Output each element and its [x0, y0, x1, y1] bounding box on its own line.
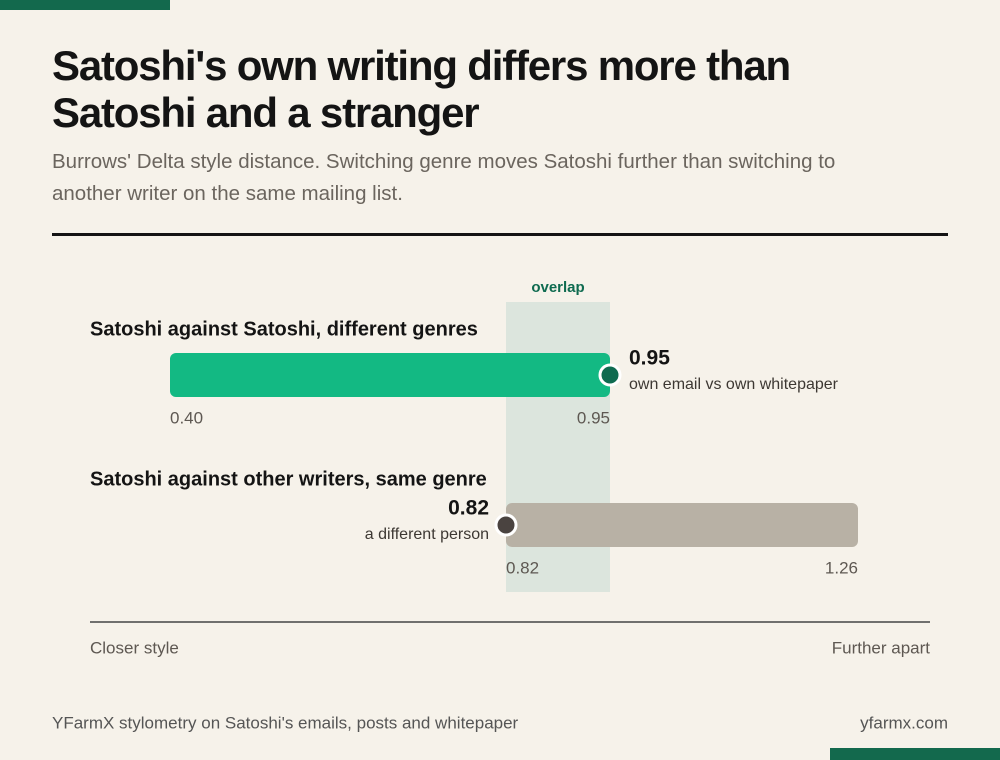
site: yfarmx.com — [860, 713, 948, 732]
overlap-band — [506, 302, 610, 592]
range-end-label: 0.95 — [577, 408, 610, 427]
range-start-label: 0.82 — [506, 558, 539, 577]
axis-label-right: Further apart — [832, 638, 931, 657]
series-name: Satoshi against other writers, same genr… — [90, 468, 487, 490]
title: Satoshi's own writing differs more than … — [52, 42, 791, 136]
header-rule — [52, 233, 948, 236]
overlap-label: overlap — [531, 279, 584, 296]
marker-caption: own email vs own whitepaper — [629, 376, 839, 393]
range-start-label: 0.40 — [170, 408, 203, 427]
marker-value: 0.95 — [629, 347, 670, 370]
marker-dot — [598, 363, 622, 387]
range-bar — [170, 353, 610, 397]
accent-top — [0, 0, 170, 10]
marker-dot — [494, 513, 518, 537]
axis-label-left: Closer style — [90, 638, 179, 657]
source: YFarmX stylometry on Satoshi's emails, p… — [52, 713, 519, 732]
range-end-label: 1.26 — [825, 558, 858, 577]
series-name: Satoshi against Satoshi, different genre… — [90, 318, 478, 340]
range-bar — [506, 503, 858, 547]
marker-value: 0.82 — [448, 497, 489, 520]
marker-caption: a different person — [365, 526, 489, 543]
accent-bottom — [830, 748, 1000, 760]
subtitle: Burrows' Delta style distance. Switching… — [52, 150, 836, 205]
